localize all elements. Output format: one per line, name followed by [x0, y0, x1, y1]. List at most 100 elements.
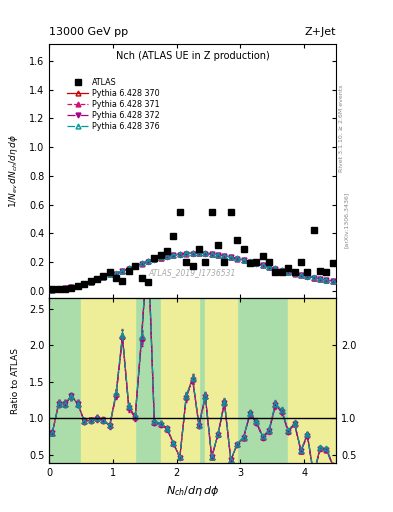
Pythia 6.428 371	[190, 250, 195, 257]
Pythia 6.428 372	[145, 259, 150, 265]
Pythia 6.428 370	[324, 277, 329, 283]
Pythia 6.428 372	[241, 258, 246, 264]
ATLAS	[324, 269, 329, 275]
ATLAS	[299, 259, 303, 265]
Pythia 6.428 370	[228, 254, 233, 260]
ATLAS	[56, 286, 61, 292]
Pythia 6.428 371	[56, 286, 61, 292]
Pythia 6.428 376	[235, 255, 240, 261]
Line: Pythia 6.428 371: Pythia 6.428 371	[50, 251, 335, 292]
Pythia 6.428 370	[158, 254, 163, 261]
Pythia 6.428 370	[63, 285, 68, 291]
ATLAS	[267, 259, 272, 265]
Pythia 6.428 370	[273, 265, 278, 271]
ATLAS	[133, 263, 138, 269]
Pythia 6.428 376	[50, 287, 55, 293]
ATLAS	[152, 254, 157, 261]
Pythia 6.428 371	[248, 259, 252, 265]
Pythia 6.428 376	[75, 283, 80, 289]
Pythia 6.428 372	[75, 283, 80, 289]
Pythia 6.428 376	[63, 285, 68, 291]
ATLAS	[209, 209, 214, 215]
ATLAS	[260, 253, 265, 260]
Pythia 6.428 371	[279, 267, 284, 273]
Pythia 6.428 371	[203, 250, 208, 257]
ATLAS	[331, 261, 335, 267]
Pythia 6.428 376	[267, 264, 272, 270]
ATLAS	[171, 233, 176, 239]
Pythia 6.428 370	[152, 256, 157, 262]
Pythia 6.428 376	[273, 265, 278, 271]
Pythia 6.428 371	[241, 257, 246, 263]
Pythia 6.428 372	[133, 263, 138, 269]
Pythia 6.428 372	[178, 251, 182, 258]
Pythia 6.428 372	[235, 256, 240, 262]
Pythia 6.428 372	[254, 261, 259, 267]
Pythia 6.428 372	[196, 250, 201, 257]
Pythia 6.428 371	[318, 276, 322, 282]
Pythia 6.428 372	[311, 275, 316, 281]
Pythia 6.428 370	[279, 267, 284, 273]
Pythia 6.428 371	[75, 283, 80, 289]
Pythia 6.428 370	[311, 274, 316, 281]
Pythia 6.428 372	[158, 255, 163, 261]
ATLAS	[216, 242, 220, 248]
Pythia 6.428 371	[196, 250, 201, 256]
Pythia 6.428 370	[101, 273, 106, 280]
Pythia 6.428 372	[101, 274, 106, 280]
Pythia 6.428 376	[254, 260, 259, 266]
Pythia 6.428 376	[222, 252, 227, 259]
ATLAS	[158, 252, 163, 258]
ATLAS	[318, 268, 322, 274]
Pythia 6.428 372	[222, 253, 227, 259]
ATLAS	[127, 268, 131, 274]
Pythia 6.428 371	[254, 261, 259, 267]
Pythia 6.428 376	[324, 277, 329, 283]
Text: ATLAS_2019_I1736531: ATLAS_2019_I1736531	[149, 268, 236, 277]
Pythia 6.428 370	[82, 281, 86, 287]
Pythia 6.428 371	[88, 279, 93, 285]
Pythia 6.428 370	[241, 257, 246, 263]
Pythia 6.428 370	[318, 276, 322, 282]
Pythia 6.428 371	[95, 276, 99, 282]
Pythia 6.428 376	[165, 253, 169, 259]
Pythia 6.428 376	[196, 250, 201, 256]
Legend: ATLAS, Pythia 6.428 370, Pythia 6.428 371, Pythia 6.428 372, Pythia 6.428 376: ATLAS, Pythia 6.428 370, Pythia 6.428 37…	[68, 78, 160, 131]
Pythia 6.428 372	[95, 276, 99, 283]
Pythia 6.428 370	[184, 250, 189, 257]
ATLAS	[95, 276, 99, 282]
Pythia 6.428 376	[184, 250, 189, 257]
Pythia 6.428 370	[139, 261, 144, 267]
Pythia 6.428 372	[171, 252, 176, 259]
Pythia 6.428 370	[267, 264, 272, 270]
Pythia 6.428 370	[235, 255, 240, 262]
Pythia 6.428 370	[120, 268, 125, 274]
Pythia 6.428 371	[228, 254, 233, 260]
Pythia 6.428 370	[50, 287, 55, 293]
Pythia 6.428 372	[50, 287, 55, 293]
Pythia 6.428 371	[235, 255, 240, 262]
Pythia 6.428 372	[203, 250, 208, 257]
Pythia 6.428 372	[56, 286, 61, 292]
Pythia 6.428 370	[56, 286, 61, 292]
Pythia 6.428 376	[95, 276, 99, 282]
Pythia 6.428 371	[267, 264, 272, 270]
Pythia 6.428 371	[158, 254, 163, 261]
Pythia 6.428 372	[305, 273, 310, 280]
Bar	[161, 298, 199, 463]
Pythia 6.428 376	[241, 257, 246, 263]
Pythia 6.428 372	[107, 271, 112, 277]
Pythia 6.428 376	[133, 263, 138, 269]
Pythia 6.428 370	[203, 250, 208, 257]
Pythia 6.428 376	[114, 270, 118, 276]
Pythia 6.428 371	[222, 253, 227, 259]
Pythia 6.428 376	[107, 271, 112, 277]
Pythia 6.428 371	[324, 277, 329, 283]
Pythia 6.428 372	[139, 261, 144, 267]
ATLAS	[120, 279, 125, 285]
Pythia 6.428 376	[292, 270, 297, 276]
ATLAS	[145, 279, 150, 285]
Pythia 6.428 371	[273, 266, 278, 272]
Pythia 6.428 372	[82, 281, 86, 287]
Pythia 6.428 371	[114, 270, 118, 276]
